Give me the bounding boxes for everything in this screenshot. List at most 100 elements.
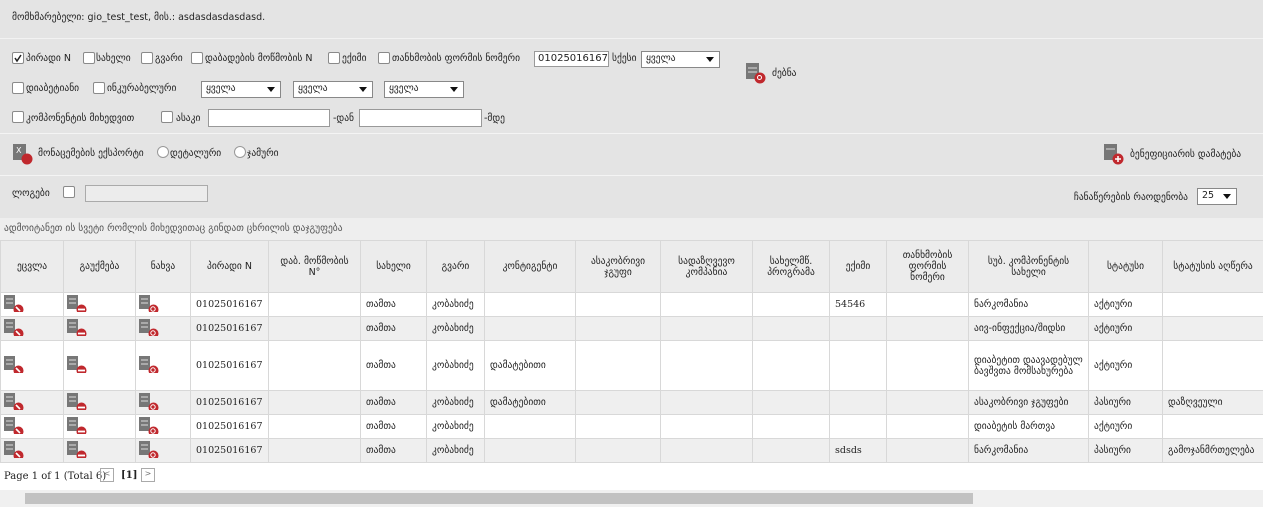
cancel-icon[interactable] bbox=[63, 390, 136, 415]
table-cell bbox=[484, 316, 576, 341]
column-header[interactable]: ეცვლა bbox=[0, 240, 64, 293]
checkbox[interactable] bbox=[141, 52, 153, 64]
table-row: 01025016167 თამთა კობახიძე sdsds ნარკომანია პ… bbox=[0, 438, 1263, 463]
table-cell bbox=[752, 316, 830, 341]
table-cell: თამთა bbox=[360, 340, 427, 391]
checkbox-label: ინკურაბელური bbox=[107, 83, 177, 94]
cancel-icon[interactable] bbox=[63, 438, 136, 463]
column-header[interactable]: სტატუსის აღწერა bbox=[1162, 240, 1263, 293]
table-cell bbox=[575, 390, 661, 415]
table-cell: 01025016167 bbox=[190, 292, 269, 317]
column-header[interactable]: პირადი N bbox=[190, 240, 269, 293]
edit-icon[interactable] bbox=[0, 414, 64, 439]
checkbox[interactable] bbox=[378, 52, 390, 64]
table-cell bbox=[886, 292, 969, 317]
radio[interactable] bbox=[234, 146, 246, 158]
checkbox-label: სახელი bbox=[96, 53, 131, 64]
checkbox[interactable] bbox=[83, 52, 95, 64]
edit-icon[interactable] bbox=[0, 316, 64, 341]
logs-input bbox=[85, 185, 208, 202]
cancel-icon[interactable] bbox=[63, 316, 136, 341]
checkbox[interactable] bbox=[12, 111, 24, 123]
table-cell: კობახიძე bbox=[426, 316, 485, 341]
column-header[interactable]: თანხმობის ფორმის ნომერი bbox=[886, 240, 969, 293]
checkbox[interactable] bbox=[328, 52, 340, 64]
column-header[interactable]: გვარი bbox=[426, 240, 485, 293]
view-icon[interactable] bbox=[135, 316, 191, 341]
svg-text:X: X bbox=[16, 146, 22, 155]
table-cell bbox=[660, 438, 753, 463]
table-cell: აქტიური bbox=[1088, 292, 1163, 317]
table-cell: თამთა bbox=[360, 438, 427, 463]
view-icon[interactable] bbox=[135, 292, 191, 317]
checkbox-label: კომპონენტის მიხედვით bbox=[26, 113, 135, 124]
scroll-thumb[interactable] bbox=[25, 493, 973, 504]
checkbox[interactable] bbox=[63, 186, 75, 198]
column-header[interactable]: სტატუსი bbox=[1088, 240, 1163, 293]
table-cell: დიაბეტის მართვა bbox=[968, 414, 1089, 439]
edit-icon[interactable] bbox=[0, 390, 64, 415]
gender-label: სქესი bbox=[612, 53, 637, 64]
select[interactable]: ყველა bbox=[384, 81, 464, 98]
checkbox[interactable] bbox=[161, 111, 173, 123]
column-header[interactable]: ექიმი bbox=[829, 240, 887, 293]
column-header[interactable]: სახელი bbox=[360, 240, 427, 293]
radio[interactable] bbox=[157, 146, 169, 158]
column-header[interactable]: სახელმწ. პროგრამა bbox=[752, 240, 830, 293]
table-cell bbox=[752, 390, 830, 415]
checkbox-label: ექიმი bbox=[342, 53, 367, 64]
age-from-input[interactable] bbox=[208, 109, 330, 127]
column-header[interactable]: სადაზღვევო კომპანია bbox=[660, 240, 753, 293]
search-icon[interactable] bbox=[745, 62, 767, 84]
cancel-icon[interactable] bbox=[63, 414, 136, 439]
table-cell bbox=[268, 340, 361, 391]
column-header[interactable]: სუბ. კომპონენტის სახელი bbox=[968, 240, 1089, 293]
checkbox[interactable] bbox=[191, 52, 203, 64]
table-cell bbox=[660, 292, 753, 317]
cancel-icon[interactable] bbox=[63, 292, 136, 317]
export-label: მონაცემების ექსპორტი bbox=[38, 148, 144, 159]
table-cell: ნარკომანია bbox=[968, 292, 1089, 317]
column-header[interactable]: ასაკობრივი ჯგუფი bbox=[575, 240, 661, 293]
checkbox[interactable] bbox=[93, 82, 105, 94]
next-page[interactable]: > bbox=[141, 468, 155, 482]
table-cell: 01025016167 bbox=[190, 316, 269, 341]
table-cell bbox=[575, 438, 661, 463]
page-size-select[interactable]: 25 bbox=[1197, 188, 1237, 205]
current-page[interactable]: [1] bbox=[121, 470, 138, 481]
edit-icon[interactable] bbox=[0, 438, 64, 463]
view-icon[interactable] bbox=[135, 438, 191, 463]
age-to-input[interactable] bbox=[359, 109, 482, 127]
prev-page[interactable]: < bbox=[100, 468, 114, 482]
view-icon[interactable] bbox=[135, 414, 191, 439]
view-icon[interactable] bbox=[135, 340, 191, 391]
view-icon[interactable] bbox=[135, 390, 191, 415]
checkbox[interactable] bbox=[12, 82, 24, 94]
divider bbox=[0, 133, 1263, 134]
add-icon[interactable] bbox=[1103, 143, 1125, 165]
table-cell bbox=[1162, 414, 1263, 439]
column-header[interactable]: დაბ. მოწმობის N° bbox=[268, 240, 361, 293]
checkbox-label: პირადი N bbox=[26, 53, 71, 64]
table-cell: პასიური bbox=[1088, 390, 1163, 415]
select[interactable]: ყველა bbox=[201, 81, 281, 98]
search-button[interactable]: ძებნა bbox=[772, 68, 797, 79]
column-header[interactable]: გაუქმება bbox=[63, 240, 136, 293]
table-cell: ნარკომანია bbox=[968, 438, 1089, 463]
column-header[interactable]: ნახვა bbox=[135, 240, 191, 293]
export-icon[interactable]: X bbox=[12, 143, 34, 165]
table-cell bbox=[660, 340, 753, 391]
select[interactable]: ყველა bbox=[293, 81, 373, 98]
table-cell: კობახიძე bbox=[426, 414, 485, 439]
column-header[interactable]: კონტიგენტი bbox=[484, 240, 576, 293]
gender-select[interactable]: ყველა bbox=[641, 51, 720, 68]
personal-no-input[interactable]: 01025016167 bbox=[534, 51, 609, 67]
edit-icon[interactable] bbox=[0, 340, 64, 391]
table-cell: კობახიძე bbox=[426, 390, 485, 415]
add-button[interactable]: ბენეფიციარის დამატება bbox=[1130, 149, 1242, 160]
checkbox[interactable] bbox=[12, 52, 24, 64]
table-cell bbox=[575, 292, 661, 317]
table-cell: დიაბეტით დაავადებულ ბავშვთა მომსახურება bbox=[968, 340, 1089, 391]
cancel-icon[interactable] bbox=[63, 340, 136, 391]
edit-icon[interactable] bbox=[0, 292, 64, 317]
